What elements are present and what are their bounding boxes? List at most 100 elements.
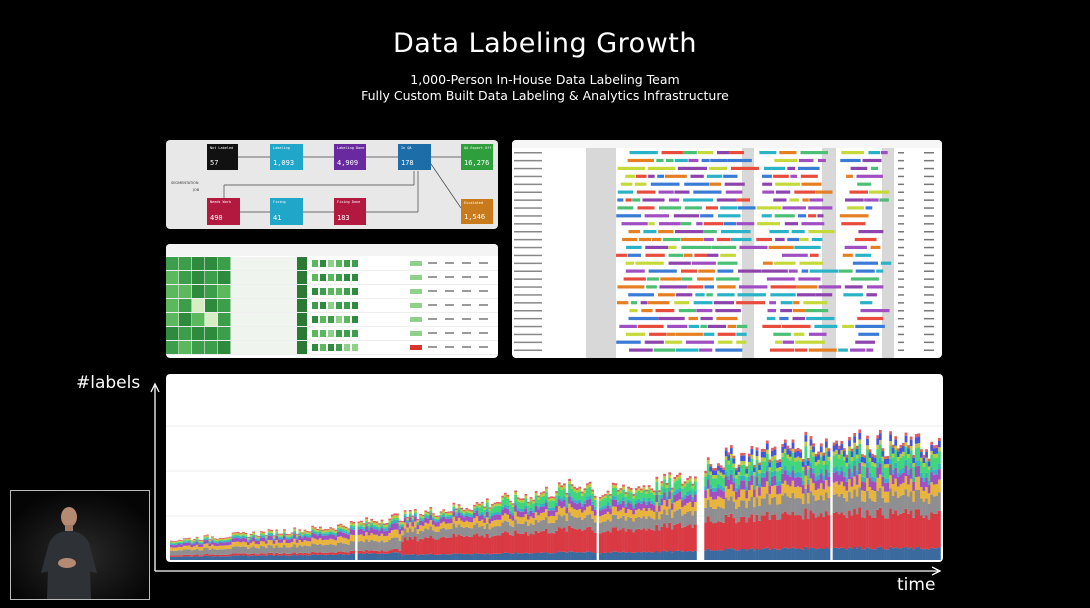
chart-column-segment [652,530,656,553]
chart-column-segment [632,505,636,509]
gantt-bar [666,158,674,163]
chart-column-segment [729,453,733,458]
pipeline-node-labeling-done[interactable]: Labeling Done 4,909 [334,144,366,170]
chart-column-segment [447,512,451,515]
chart-column-segment [835,453,839,467]
gantt-duration [924,262,934,265]
chart-column-segment [804,446,808,460]
chart-column-segment [714,499,718,509]
chart-column-segment [914,466,918,478]
chart-column-segment [927,458,931,462]
chart-column-segment [455,510,458,513]
pipeline-node-needs-work[interactable]: Needs Work 490 [207,198,240,225]
gantt-bar [774,214,795,218]
chart-column-segment [324,554,327,560]
chart-column-segment [321,554,325,560]
chart-column-segment [532,553,535,560]
chart-column-segment [560,508,564,517]
chart-column-segment [658,530,661,553]
chart-column-segment [247,539,250,541]
chart-column-segment [601,515,605,523]
pipeline-node-fixing[interactable]: Fixing 41 [270,198,303,225]
chart-column-segment [624,520,628,532]
chart-column-segment [252,555,255,560]
grid-text-line [462,276,471,278]
chart-column-segment [717,474,720,484]
chart-column-segment [850,477,854,487]
chart-column-segment [272,554,276,556]
grid-quality-swatch [320,316,326,323]
chart-column-segment [393,517,397,520]
chart-column-segment [372,550,376,554]
chart-column-segment [745,550,749,560]
gantt-duration [924,159,934,162]
chart-column-segment [514,502,517,506]
chart-column-segment [375,553,379,560]
chart-column-segment [768,485,772,494]
chart-column-segment [213,541,217,543]
chart-column-segment [619,552,623,560]
gantt-bar [681,245,711,249]
grid-quality-swatch [312,330,318,337]
chart-column-segment [352,535,356,542]
chart-column-segment [434,518,438,521]
chart-column-segment [914,490,918,510]
gantt-bar [799,237,809,242]
chart-column-segment [385,526,389,529]
chart-column-segment [403,528,407,538]
quality-grid [166,244,498,355]
chart-column-segment [424,528,428,538]
chart-column-segment [182,556,186,560]
chart-column-segment [807,519,810,550]
chart-column-segment [534,502,538,506]
chart-column-segment [611,487,615,496]
chart-column-segment [632,514,636,522]
chart-column-segment [647,551,651,560]
gantt-bar [641,309,653,313]
chart-column-segment [927,466,931,470]
chart-column-segment [187,540,191,543]
chart-column-segment [835,471,839,482]
chart-column-segment [791,511,795,548]
chart-column-segment [180,555,184,557]
chart-column-segment [270,529,273,532]
pipeline-node-fixing-done[interactable]: Fixing Done 183 [334,198,366,225]
chart-column-segment [393,548,397,553]
chart-column-segment [896,548,900,560]
chart-column-segment [711,478,715,488]
chart-column-segment [231,555,235,560]
chart-column-segment [737,464,741,468]
chart-column-segment [170,556,173,560]
gantt-bar [784,222,799,226]
chart-column-segment [424,511,428,514]
gantt-bar [723,222,736,226]
chart-column-segment [205,554,209,556]
pipeline-node-labeling[interactable]: Labeling 1,093 [270,144,303,170]
pipeline-node-not-labeled[interactable]: Not Labeled 57 [207,144,238,170]
gantt-bar [716,277,740,281]
pipeline-node-in-qa[interactable]: In QA 178 [398,144,431,170]
chart-column-segment [755,497,759,515]
chart-column-segment [534,491,538,493]
chart-column-segment [812,468,815,474]
chart-column-segment [455,536,458,554]
chart-column-segment [277,553,281,556]
pipeline-node-qa-export[interactable]: QA Export Off 16,276 [461,144,493,170]
chart-column-segment [709,488,713,497]
chart-column-segment [200,540,204,542]
gantt-bar [780,309,793,313]
chart-column-segment [267,530,271,533]
grid-cell [218,341,231,354]
chart-column-segment [236,533,240,535]
chart-column-segment [390,552,394,560]
chart-column-segment [902,442,905,446]
gantt-row-label [514,238,542,241]
chart-column-segment [850,472,854,478]
pipeline-node-escalated[interactable]: Escalated 1,546 [461,199,493,224]
chart-column-segment [372,526,376,530]
chart-column-segment [372,541,376,551]
chart-column-segment [509,513,512,519]
gantt-bar [798,158,814,163]
chart-column-segment [724,450,728,457]
chart-column-segment [578,488,582,492]
